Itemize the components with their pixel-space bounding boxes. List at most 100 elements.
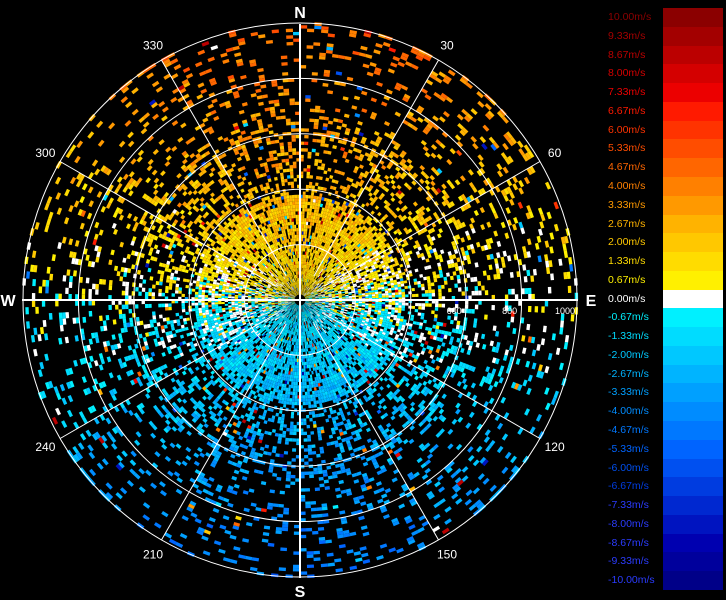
velocity-bin bbox=[389, 174, 395, 180]
velocity-bin bbox=[331, 256, 335, 260]
velocity-bin bbox=[353, 218, 358, 223]
velocity-bin bbox=[428, 289, 432, 294]
velocity-bin bbox=[323, 207, 328, 212]
velocity-bin bbox=[402, 96, 409, 103]
velocity-bin bbox=[360, 139, 366, 145]
velocity-bin bbox=[417, 526, 425, 533]
velocity-bins bbox=[22, 22, 579, 579]
velocity-bin bbox=[308, 262, 311, 266]
velocity-bin bbox=[378, 306, 382, 309]
velocity-bin bbox=[541, 306, 545, 313]
velocity-bin bbox=[302, 204, 305, 209]
velocity-bin bbox=[387, 153, 394, 159]
velocity-bin bbox=[396, 281, 401, 285]
velocity-bin bbox=[357, 120, 363, 126]
velocity-bin bbox=[304, 461, 309, 466]
velocity-bin bbox=[307, 279, 310, 283]
velocity-bin bbox=[285, 477, 291, 482]
velocity-bin bbox=[310, 252, 313, 257]
velocity-bin bbox=[398, 305, 402, 308]
velocity-bin bbox=[269, 489, 275, 494]
velocity-bin bbox=[302, 378, 305, 382]
velocity-bin bbox=[310, 195, 314, 199]
velocity-bin bbox=[307, 398, 311, 402]
velocity-bin bbox=[377, 273, 382, 277]
velocity-bin bbox=[399, 263, 404, 268]
velocity-bin bbox=[326, 465, 332, 470]
velocity-bin bbox=[436, 262, 442, 267]
velocity-bin bbox=[320, 272, 324, 276]
velocity-bin bbox=[429, 73, 437, 80]
velocity-bin bbox=[302, 284, 304, 289]
velocity-bin bbox=[436, 274, 441, 279]
velocity-bin bbox=[390, 314, 395, 318]
velocity-bin bbox=[313, 557, 321, 562]
velocity-bin bbox=[309, 266, 312, 270]
velocity-bin bbox=[507, 255, 512, 262]
velocity-bin bbox=[324, 263, 328, 267]
velocity-bin bbox=[308, 228, 312, 233]
velocity-bin bbox=[384, 286, 388, 289]
velocity-bin bbox=[475, 241, 481, 248]
velocity-bin bbox=[336, 201, 341, 206]
velocity-bin bbox=[314, 226, 318, 230]
velocity-bin bbox=[302, 292, 305, 296]
velocity-bin bbox=[306, 265, 309, 269]
velocity-bin bbox=[434, 303, 439, 308]
velocity-bin bbox=[304, 289, 307, 293]
velocity-bin bbox=[314, 229, 317, 234]
velocity-bin bbox=[346, 411, 351, 416]
velocity-bin bbox=[346, 233, 350, 238]
velocity-bin bbox=[460, 237, 466, 243]
velocity-bin bbox=[415, 54, 424, 62]
velocity-bin bbox=[332, 228, 336, 233]
velocity-bin bbox=[285, 437, 290, 442]
velocity-bin bbox=[371, 294, 376, 297]
velocity-bin bbox=[314, 205, 318, 210]
velocity-bin bbox=[336, 493, 342, 499]
velocity-bin bbox=[301, 361, 304, 366]
velocity-bin bbox=[335, 246, 339, 250]
velocity-bin bbox=[338, 240, 343, 245]
velocity-bin bbox=[417, 284, 422, 288]
velocity-bin bbox=[526, 387, 532, 395]
velocity-bin bbox=[301, 291, 303, 295]
velocity-bin bbox=[311, 232, 315, 237]
velocity-bin bbox=[305, 241, 308, 246]
velocity-bin bbox=[350, 228, 354, 233]
velocity-bin bbox=[432, 274, 437, 279]
velocity-bin bbox=[315, 273, 319, 277]
velocity-bin bbox=[308, 241, 311, 246]
velocity-bin bbox=[411, 293, 416, 298]
velocity-bin bbox=[312, 215, 316, 220]
velocity-bin bbox=[439, 322, 444, 327]
velocity-bin bbox=[523, 276, 528, 283]
velocity-bin bbox=[328, 241, 332, 246]
velocity-bin bbox=[325, 201, 329, 206]
velocity-bin bbox=[419, 164, 426, 171]
velocity-bin bbox=[393, 145, 399, 151]
velocity-bin bbox=[339, 236, 343, 241]
velocity-bin bbox=[325, 218, 329, 223]
velocity-bin bbox=[305, 221, 309, 226]
velocity-bin bbox=[309, 181, 313, 186]
velocity-bin bbox=[313, 239, 317, 244]
velocity-bin bbox=[312, 530, 319, 535]
velocity-bin bbox=[504, 349, 510, 356]
velocity-bin bbox=[278, 567, 286, 572]
velocity-bin bbox=[301, 291, 302, 295]
velocity-bin bbox=[312, 420, 317, 425]
velocity-bin bbox=[306, 55, 313, 59]
velocity-bin bbox=[336, 208, 341, 213]
velocity-bin bbox=[315, 105, 321, 110]
velocity-bin bbox=[319, 446, 324, 451]
velocity-bin bbox=[547, 352, 553, 361]
velocity-bin bbox=[320, 252, 324, 257]
velocity-bin bbox=[325, 255, 329, 260]
velocity-bin bbox=[302, 257, 304, 262]
velocity-bin bbox=[306, 287, 310, 291]
velocity-bin bbox=[319, 248, 323, 253]
velocity-bin bbox=[335, 226, 340, 231]
velocity-bin bbox=[326, 264, 330, 268]
velocity-bin bbox=[314, 158, 319, 163]
